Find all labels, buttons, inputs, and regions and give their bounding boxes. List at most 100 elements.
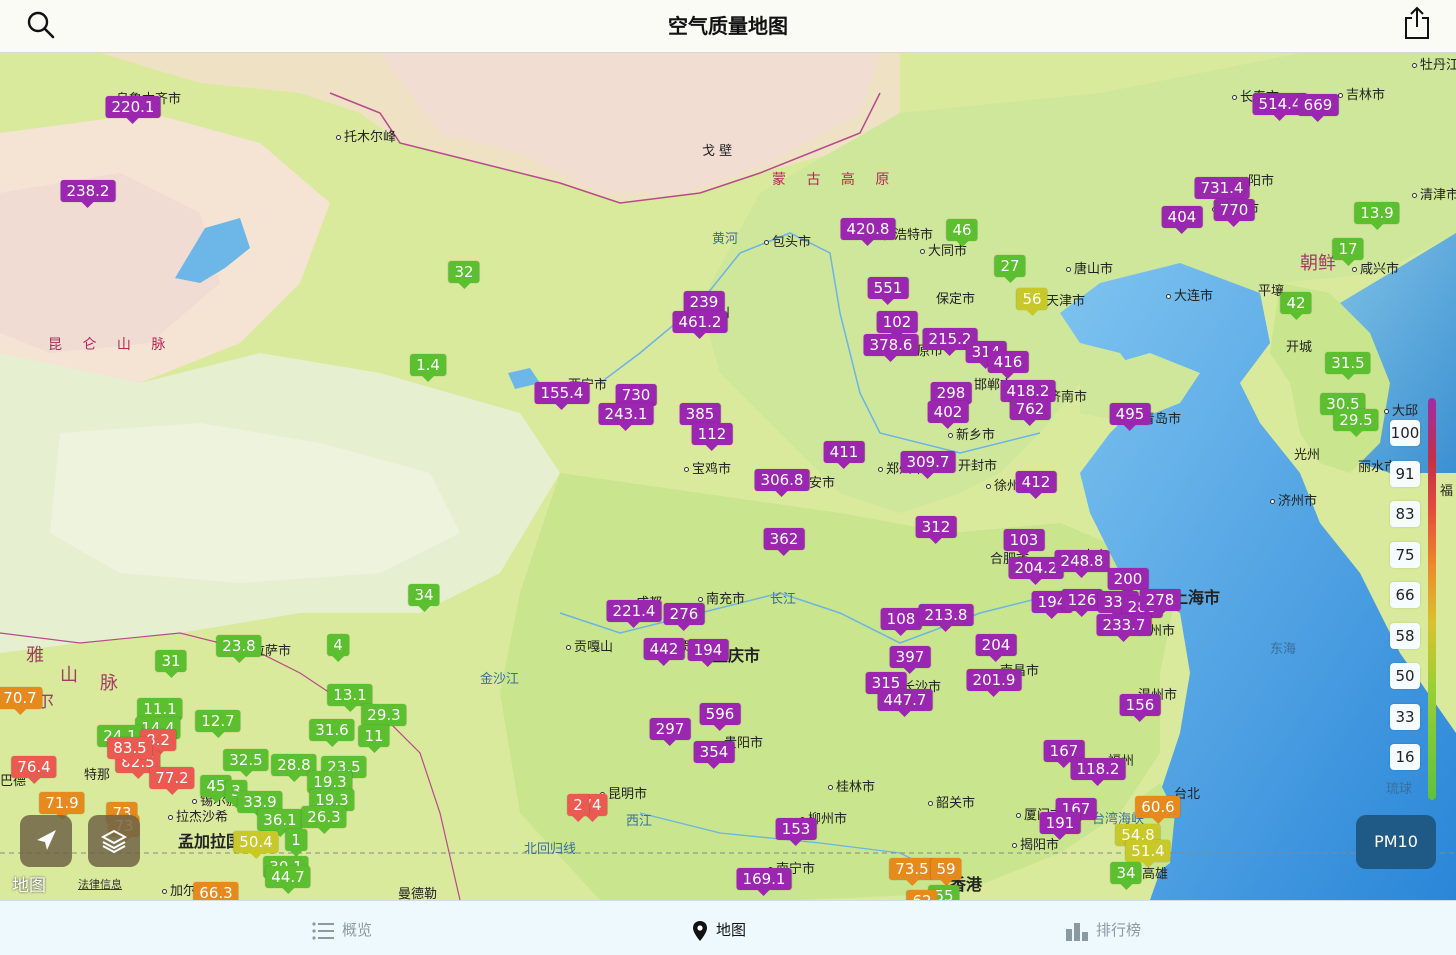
- aqi-marker[interactable]: 447.7: [877, 689, 933, 717]
- aqi-marker[interactable]: 312: [915, 516, 957, 544]
- aqi-marker[interactable]: 103: [1003, 529, 1045, 557]
- aqi-marker[interactable]: 167: [1043, 740, 1085, 768]
- aqi-marker[interactable]: 59: [930, 858, 962, 886]
- aqi-marker[interactable]: 461.2: [672, 311, 728, 339]
- aqi-marker[interactable]: 76.4: [11, 756, 57, 784]
- aqi-marker[interactable]: 51.4: [1125, 840, 1171, 868]
- aqi-marker[interactable]: 73.5: [889, 858, 935, 886]
- aqi-marker[interactable]: 239: [683, 291, 725, 319]
- search-icon[interactable]: [26, 10, 56, 40]
- aqi-marker[interactable]: 276: [663, 603, 705, 631]
- aqi-marker[interactable]: 201.9: [966, 669, 1022, 697]
- aqi-marker[interactable]: 32: [448, 261, 480, 289]
- locate-button[interactable]: [20, 815, 72, 867]
- aqi-marker[interactable]: 77.2: [149, 767, 195, 795]
- aqi-marker[interactable]: 62: [906, 890, 938, 900]
- aqi-marker[interactable]: 156: [1119, 694, 1161, 722]
- aqi-marker[interactable]: 200: [1107, 568, 1149, 596]
- aqi-marker[interactable]: 33.9: [237, 791, 283, 819]
- aqi-marker[interactable]: 596: [699, 703, 741, 731]
- aqi-marker[interactable]: 44.7: [265, 866, 311, 894]
- aqi-marker[interactable]: 4: [327, 634, 349, 662]
- aqi-marker[interactable]: 70.7: [0, 687, 43, 715]
- aqi-marker[interactable]: 215.2: [922, 328, 978, 356]
- layers-button[interactable]: [88, 815, 140, 867]
- aqi-marker[interactable]: 31.6: [309, 719, 355, 747]
- aqi-marker[interactable]: 102: [876, 311, 918, 339]
- aqi-marker[interactable]: 13.9: [1354, 202, 1400, 230]
- aqi-marker[interactable]: 23.8: [216, 635, 262, 663]
- aqi-marker[interactable]: 194: [687, 639, 729, 667]
- aqi-marker[interactable]: 378.6: [863, 334, 919, 362]
- aqi-marker[interactable]: 34: [408, 584, 440, 612]
- aqi-marker[interactable]: 2: [567, 794, 589, 822]
- aqi-marker[interactable]: 118.2: [1070, 758, 1126, 786]
- aqi-marker[interactable]: 155.4: [534, 382, 590, 410]
- aqi-marker[interactable]: 191: [1039, 812, 1081, 840]
- aqi-marker[interactable]: 495: [1109, 403, 1151, 431]
- aqi-marker[interactable]: 19.3: [309, 789, 355, 817]
- aqi-marker[interactable]: 42: [1280, 292, 1312, 320]
- aqi-marker[interactable]: 56: [1016, 288, 1048, 316]
- aqi-marker[interactable]: 213.8: [918, 604, 974, 632]
- aqi-marker[interactable]: 551: [867, 277, 909, 305]
- aqi-marker[interactable]: 297: [649, 718, 691, 746]
- aqi-marker[interactable]: 220.1: [105, 96, 161, 124]
- aqi-marker[interactable]: 442: [643, 638, 685, 666]
- aqi-marker[interactable]: 418.2: [1000, 380, 1056, 408]
- aqi-marker[interactable]: 385: [679, 403, 721, 431]
- aqi-marker[interactable]: 309.7: [900, 451, 956, 479]
- aqi-marker[interactable]: 66.3: [193, 882, 239, 900]
- aqi-marker[interactable]: 362: [763, 528, 805, 556]
- aqi-marker[interactable]: 13.1: [327, 684, 373, 712]
- aqi-marker[interactable]: 730: [615, 384, 657, 412]
- aqi-marker[interactable]: 402: [927, 401, 969, 429]
- aqi-marker[interactable]: 60.6: [1135, 796, 1181, 824]
- aqi-marker[interactable]: 204: [975, 634, 1017, 662]
- aqi-marker[interactable]: 126: [1061, 589, 1103, 617]
- aqi-marker[interactable]: 243.1: [598, 403, 654, 431]
- aqi-marker[interactable]: 11: [358, 725, 390, 753]
- tab-overview[interactable]: 概览: [312, 919, 372, 941]
- aqi-marker[interactable]: 770: [1213, 199, 1255, 227]
- aqi-marker[interactable]: 306.8: [754, 469, 810, 497]
- aqi-marker[interactable]: 28.8: [271, 754, 317, 782]
- aqi-marker[interactable]: 762: [1009, 398, 1051, 426]
- aqi-marker[interactable]: 11.1: [137, 698, 183, 726]
- aqi-marker[interactable]: 36.1: [257, 809, 303, 837]
- pollutant-selector-button[interactable]: PM10: [1356, 815, 1436, 869]
- share-icon[interactable]: [1402, 6, 1432, 40]
- aqi-marker[interactable]: 238.2: [60, 180, 116, 208]
- aqi-marker[interactable]: 1.4: [410, 354, 446, 382]
- aqi-marker[interactable]: 12.7: [195, 710, 241, 738]
- aqi-marker[interactable]: 112: [691, 423, 733, 451]
- aqi-marker[interactable]: 731.4: [1194, 177, 1250, 205]
- aqi-marker[interactable]: 420.8: [840, 218, 896, 246]
- aqi-marker[interactable]: 416: [987, 351, 1029, 379]
- aqi-marker[interactable]: 514.4: [1252, 93, 1308, 121]
- aqi-marker[interactable]: 17: [1332, 238, 1364, 266]
- aqi-marker[interactable]: 46: [946, 219, 978, 247]
- tab-map[interactable]: 地图: [692, 919, 746, 941]
- legal-link[interactable]: 法律信息: [78, 878, 122, 891]
- aqi-marker[interactable]: 404: [1161, 206, 1203, 234]
- aqi-marker[interactable]: 29.3: [361, 704, 407, 732]
- aqi-marker[interactable]: 248.8: [1054, 550, 1110, 578]
- aqi-marker[interactable]: 354: [693, 741, 735, 769]
- aqi-marker[interactable]: 26.3: [301, 806, 347, 834]
- aqi-marker[interactable]: 31: [155, 650, 187, 678]
- aqi-marker[interactable]: 19.3: [307, 771, 353, 799]
- aqi-marker[interactable]: 45: [200, 775, 232, 803]
- aqi-marker[interactable]: 278: [1139, 589, 1181, 617]
- aqi-marker[interactable]: 233.7: [1096, 614, 1152, 642]
- aqi-marker[interactable]: 412: [1015, 471, 1057, 499]
- aqi-marker[interactable]: 27: [994, 255, 1026, 283]
- aqi-marker[interactable]: 108: [880, 608, 922, 636]
- aqi-marker[interactable]: 221.4: [606, 600, 662, 628]
- tab-ranking[interactable]: 排行榜: [1066, 919, 1141, 941]
- map-view[interactable]: 乌鲁木齐市托木尔峰戈 壁蒙 古 高 原包头市呼和浩特市大同市长春市吉林市牡丹江阳…: [0, 53, 1456, 900]
- aqi-marker[interactable]: 153: [775, 818, 817, 846]
- aqi-marker[interactable]: 71.9: [39, 792, 85, 820]
- aqi-marker[interactable]: 1: [285, 829, 307, 857]
- aqi-marker[interactable]: 169.1: [736, 868, 792, 896]
